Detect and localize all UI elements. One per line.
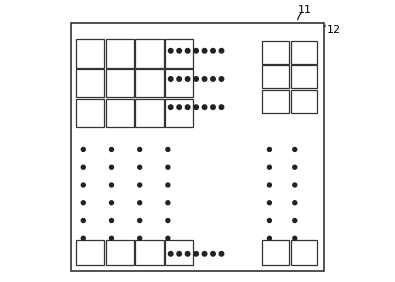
Circle shape xyxy=(81,219,85,222)
Text: 11: 11 xyxy=(298,5,312,15)
Circle shape xyxy=(168,252,173,256)
Circle shape xyxy=(109,201,113,205)
Circle shape xyxy=(166,201,170,205)
Bar xyxy=(106,69,134,97)
Circle shape xyxy=(267,147,271,151)
Circle shape xyxy=(177,252,181,256)
Circle shape xyxy=(138,165,142,169)
Bar xyxy=(291,240,317,265)
Circle shape xyxy=(211,49,215,53)
Bar xyxy=(135,240,164,265)
Circle shape xyxy=(185,252,190,256)
Bar xyxy=(135,39,164,68)
Circle shape xyxy=(293,219,297,222)
Circle shape xyxy=(293,165,297,169)
Bar xyxy=(135,69,164,97)
Circle shape xyxy=(219,252,224,256)
Bar xyxy=(76,99,104,127)
Bar xyxy=(106,39,134,68)
Bar xyxy=(71,23,324,271)
Circle shape xyxy=(166,147,170,151)
Circle shape xyxy=(109,183,113,187)
Circle shape xyxy=(219,77,224,81)
Circle shape xyxy=(177,105,181,109)
Circle shape xyxy=(138,183,142,187)
Circle shape xyxy=(293,147,297,151)
Circle shape xyxy=(267,201,271,205)
Circle shape xyxy=(81,147,85,151)
Bar xyxy=(262,41,289,64)
Circle shape xyxy=(166,219,170,222)
Circle shape xyxy=(138,147,142,151)
Circle shape xyxy=(81,183,85,187)
Circle shape xyxy=(185,77,190,81)
Circle shape xyxy=(109,236,113,240)
Bar xyxy=(291,90,317,113)
Circle shape xyxy=(168,77,173,81)
Circle shape xyxy=(109,147,113,151)
Bar xyxy=(165,99,193,127)
Circle shape xyxy=(138,219,142,222)
Circle shape xyxy=(177,49,181,53)
Bar xyxy=(165,39,193,68)
Circle shape xyxy=(267,219,271,222)
Bar xyxy=(262,90,289,113)
Circle shape xyxy=(219,49,224,53)
Circle shape xyxy=(202,252,207,256)
Circle shape xyxy=(185,105,190,109)
Circle shape xyxy=(166,183,170,187)
Circle shape xyxy=(81,236,85,240)
Circle shape xyxy=(202,105,207,109)
Circle shape xyxy=(168,49,173,53)
Circle shape xyxy=(138,236,142,240)
Bar xyxy=(262,65,289,88)
Circle shape xyxy=(185,49,190,53)
Circle shape xyxy=(293,201,297,205)
Circle shape xyxy=(81,201,85,205)
Text: 12: 12 xyxy=(327,25,341,35)
Circle shape xyxy=(109,219,113,222)
Bar xyxy=(106,99,134,127)
Circle shape xyxy=(267,236,271,240)
Circle shape xyxy=(267,165,271,169)
Circle shape xyxy=(293,183,297,187)
Bar xyxy=(262,240,289,265)
Circle shape xyxy=(211,77,215,81)
Bar xyxy=(165,240,193,265)
Circle shape xyxy=(177,77,181,81)
Circle shape xyxy=(166,165,170,169)
Bar xyxy=(291,41,317,64)
Circle shape xyxy=(202,49,207,53)
Circle shape xyxy=(267,183,271,187)
Bar xyxy=(76,69,104,97)
Bar xyxy=(165,69,193,97)
Circle shape xyxy=(202,77,207,81)
Circle shape xyxy=(168,105,173,109)
Bar xyxy=(135,99,164,127)
Circle shape xyxy=(211,105,215,109)
Bar xyxy=(76,240,104,265)
Circle shape xyxy=(109,165,113,169)
Bar xyxy=(106,240,134,265)
Circle shape xyxy=(194,252,198,256)
Circle shape xyxy=(166,236,170,240)
Bar xyxy=(76,39,104,68)
Circle shape xyxy=(194,77,198,81)
Circle shape xyxy=(194,49,198,53)
Circle shape xyxy=(81,165,85,169)
Circle shape xyxy=(194,105,198,109)
Circle shape xyxy=(219,105,224,109)
Bar xyxy=(291,65,317,88)
Circle shape xyxy=(293,236,297,240)
Circle shape xyxy=(138,201,142,205)
Circle shape xyxy=(211,252,215,256)
